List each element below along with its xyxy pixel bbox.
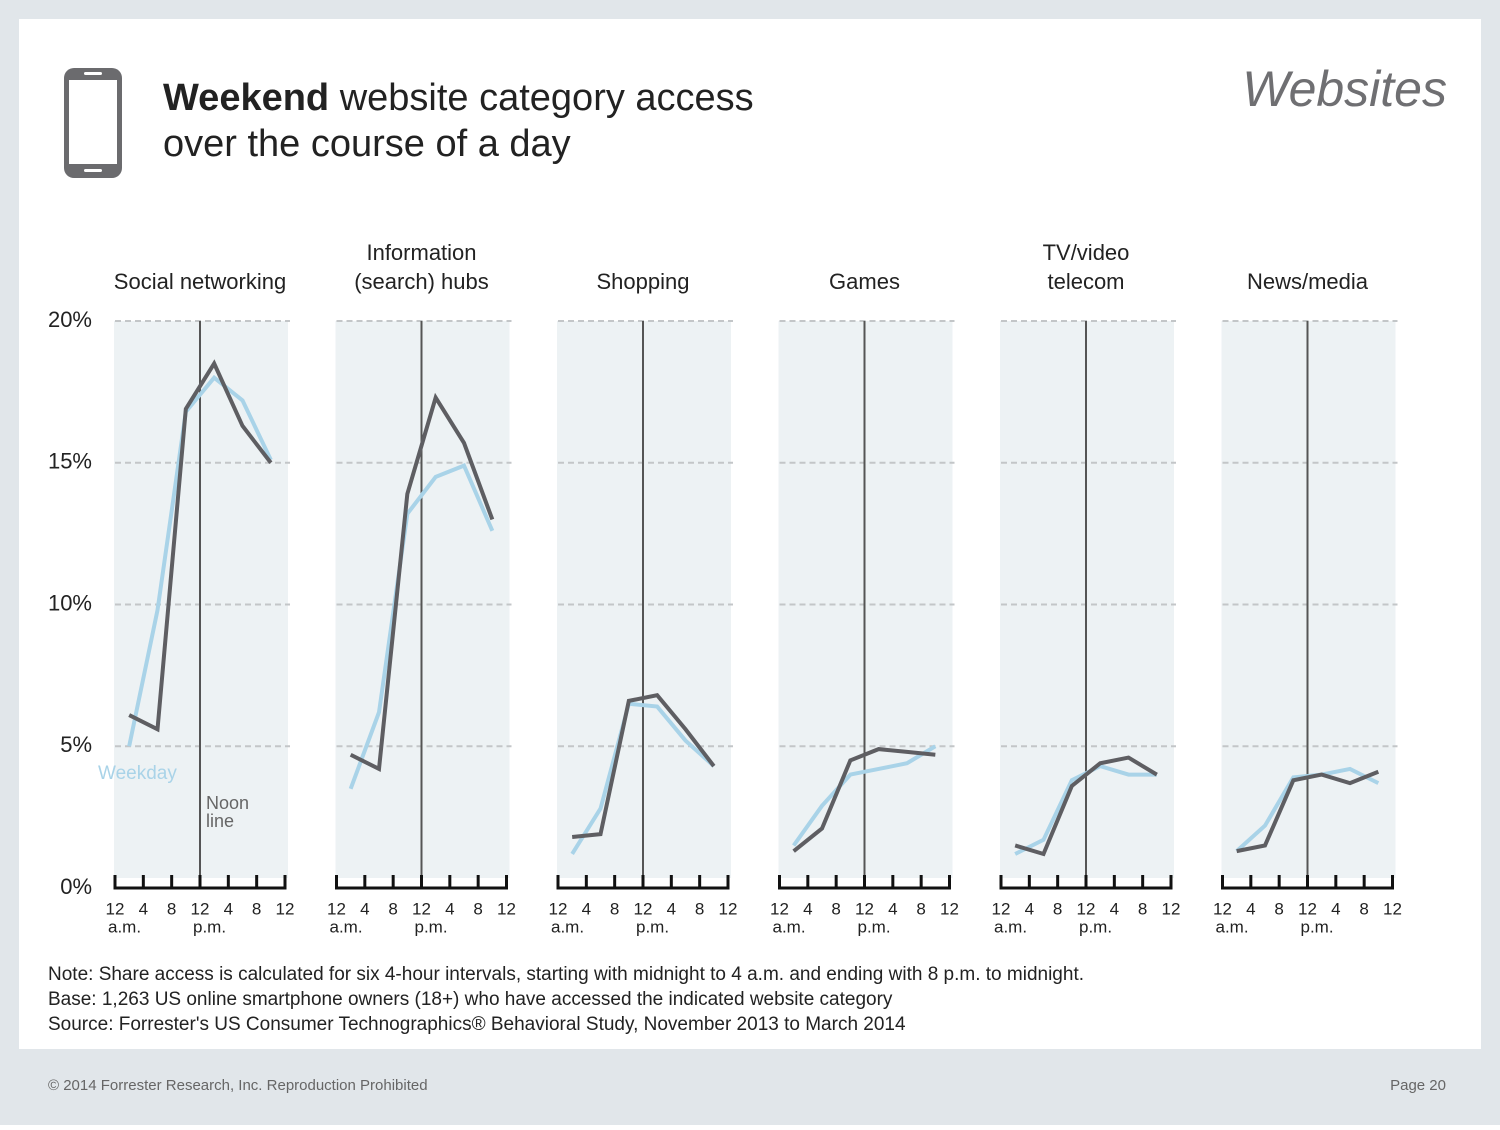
x-tick-label: 4: [445, 899, 454, 918]
x-tick-label: 12: [1077, 899, 1096, 918]
x-tick-label: 4: [667, 899, 676, 918]
series-line: [792, 744, 937, 847]
series-label: Weekday: [98, 763, 177, 784]
x-tick-label: 8: [1053, 899, 1062, 918]
chart-title: Information: [366, 240, 476, 265]
series-line: [571, 693, 716, 839]
x-tick-label: 4: [224, 899, 233, 918]
x-period-label: p.m.: [1079, 917, 1112, 936]
series-line: [570, 701, 716, 856]
noon-annotation: Noon: [206, 793, 249, 813]
x-tick-label: 12: [1383, 899, 1402, 918]
x-tick-label: 8: [1359, 899, 1368, 918]
x-tick-label: 8: [1138, 899, 1147, 918]
x-tick-label: 12: [855, 899, 874, 918]
x-tick-label: 4: [139, 899, 148, 918]
chart-title: TV/video: [1043, 240, 1130, 265]
series-line: [792, 747, 936, 853]
x-tick-label: 4: [582, 899, 591, 918]
x-tick-label: 12: [770, 899, 789, 918]
x-tick-label: 4: [1025, 899, 1034, 918]
phone-icon: [64, 68, 122, 178]
x-tick-label: 12: [1162, 899, 1181, 918]
x-tick-label: 4: [803, 899, 812, 918]
x-tick-label: 12: [412, 899, 431, 918]
chart-title: News/media: [1247, 269, 1369, 294]
x-tick-label: 8: [610, 899, 619, 918]
copyright: © 2014 Forrester Research, Inc. Reproduc…: [48, 1077, 428, 1094]
series-line: [127, 374, 273, 747]
y-tick-label: 15%: [48, 449, 92, 474]
y-tick-label: 20%: [48, 307, 92, 332]
x-tick-label: 12: [634, 899, 653, 918]
x-tick-label: 8: [167, 899, 176, 918]
chart-title: Games: [829, 269, 900, 294]
x-period-label: p.m.: [636, 917, 669, 936]
y-tick-label: 10%: [48, 590, 92, 615]
y-tick-label: 5%: [60, 732, 92, 757]
x-tick-label: 12: [106, 899, 125, 918]
title-line-2: over the course of a day: [163, 123, 571, 165]
x-period-label: p.m.: [1301, 917, 1334, 936]
title-bold: Weekend: [163, 77, 329, 119]
x-period-label: a.m.: [551, 917, 584, 936]
chart-title: Shopping: [597, 269, 690, 294]
x-tick-label: 4: [888, 899, 897, 918]
x-tick-label: 12: [1213, 899, 1232, 918]
x-tick-label: 12: [719, 899, 738, 918]
x-period-label: p.m.: [415, 917, 448, 936]
x-tick-label: 12: [992, 899, 1011, 918]
x-tick-label: 8: [473, 899, 482, 918]
x-period-label: p.m.: [858, 917, 891, 936]
series-line: [349, 392, 495, 773]
note: Source: Forrester's US Consumer Technogr…: [48, 1014, 906, 1035]
x-period-label: a.m.: [330, 917, 363, 936]
x-tick-label: 4: [1110, 899, 1119, 918]
x-period-label: a.m.: [108, 917, 141, 936]
x-period-label: a.m.: [994, 917, 1027, 936]
series-line: [1014, 755, 1158, 857]
x-period-label: a.m.: [1216, 917, 1249, 936]
x-tick-label: 8: [916, 899, 925, 918]
x-tick-label: 8: [388, 899, 397, 918]
chart-title: telecom: [1047, 269, 1124, 294]
chart-title: Social networking: [114, 269, 286, 294]
note: Note: Share access is calculated for six…: [48, 964, 1084, 985]
x-tick-label: 8: [252, 899, 261, 918]
series-line: [348, 463, 495, 790]
x-tick-label: 12: [497, 899, 516, 918]
x-tick-label: 12: [327, 899, 346, 918]
x-tick-label: 4: [360, 899, 369, 918]
x-period-label: p.m.: [193, 917, 226, 936]
x-tick-label: 12: [1298, 899, 1317, 918]
series-line: [1236, 769, 1380, 854]
note: Base: 1,263 US online smartphone owners …: [48, 989, 893, 1010]
title-line-1: Weekend website category access: [163, 77, 754, 119]
y-tick-label: 0%: [60, 874, 92, 899]
x-tick-label: 12: [940, 899, 959, 918]
noon-annotation: line: [206, 811, 234, 831]
page-number: Page 20: [1390, 1077, 1446, 1094]
chart-title: (search) hubs: [354, 269, 489, 294]
x-tick-label: 4: [1331, 899, 1340, 918]
x-period-label: a.m.: [773, 917, 806, 936]
x-tick-label: 8: [695, 899, 704, 918]
x-tick-label: 12: [191, 899, 210, 918]
section-title: Websites: [1242, 61, 1447, 117]
x-tick-label: 8: [831, 899, 840, 918]
title-rest: website category access: [329, 77, 754, 119]
x-tick-label: 12: [276, 899, 295, 918]
x-tick-label: 8: [1274, 899, 1283, 918]
series-line: [128, 359, 273, 733]
x-tick-label: 12: [549, 899, 568, 918]
x-tick-label: 4: [1246, 899, 1255, 918]
